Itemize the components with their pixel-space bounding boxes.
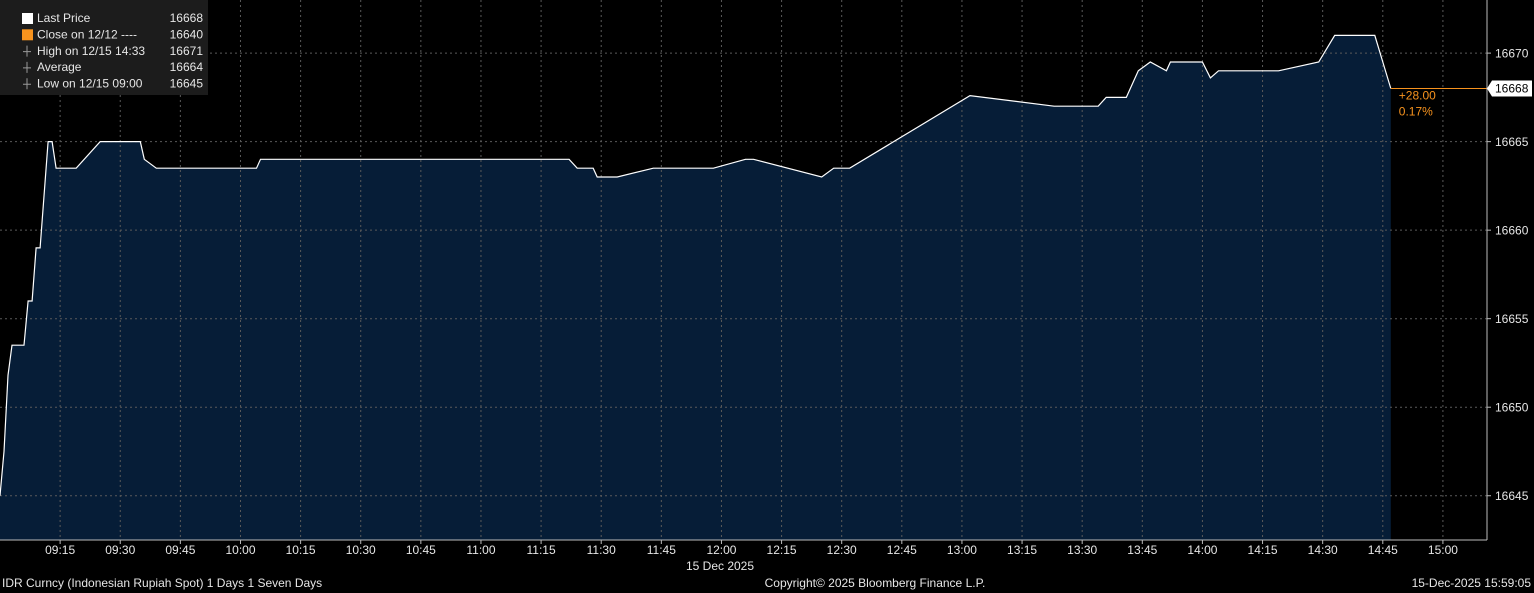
legend-label: Last Price (37, 11, 91, 25)
x-tick-label: 13:15 (1007, 543, 1037, 557)
area-fill (0, 35, 1391, 541)
change-pct-label: 0.17% (1399, 105, 1433, 119)
legend-label: Low on 12/15 09:00 (37, 76, 143, 90)
x-tick-label: 13:00 (947, 543, 977, 557)
x-tick-label: 14:30 (1308, 543, 1338, 557)
legend: Last Price 16668 Close on 12/12 ---- 16640 H… (22, 11, 203, 90)
legend-icon (23, 61, 31, 73)
x-tick-label: 12:00 (706, 543, 736, 557)
legend-box (0, 0, 208, 95)
x-tick-label: 11:15 (527, 543, 556, 557)
x-tick-label: 14:45 (1368, 543, 1398, 557)
y-tick-label: 16645 (1495, 489, 1529, 503)
legend-swatch (22, 13, 33, 24)
x-tick-label: 10:45 (406, 543, 436, 557)
x-tick-label: 14:15 (1248, 543, 1278, 557)
legend-swatch (22, 29, 33, 41)
y-tick-label: 16665 (1495, 135, 1529, 149)
y-tick-label: 16655 (1495, 312, 1529, 326)
x-tick-label: 11:00 (466, 543, 495, 557)
last-price-label: 16668 (1495, 82, 1529, 96)
y-tick-label: 16670 (1495, 46, 1529, 60)
legend-value: 16664 (170, 60, 204, 74)
x-tick-label: 09:45 (165, 543, 195, 557)
x-tick-label: 13:45 (1127, 543, 1157, 557)
x-axis-label: 15 Dec 2025 (686, 559, 754, 573)
legend-value: 16668 (170, 11, 204, 25)
x-tick-label: 09:15 (45, 543, 75, 557)
legend-icon (23, 78, 31, 90)
legend-label: Close on 12/12 ---- (37, 27, 137, 41)
x-tick-label: 10:15 (286, 543, 316, 557)
x-tick-label: 12:45 (887, 543, 917, 557)
legend-value: 16640 (170, 27, 204, 41)
y-tick-label: 16650 (1495, 400, 1529, 414)
footer-left: IDR Curncy (Indonesian Rupiah Spot) 1 Da… (2, 576, 322, 590)
legend-value: 16645 (170, 76, 204, 90)
legend-label: High on 12/15 14:33 (37, 44, 145, 58)
x-tick-label: 09:30 (105, 543, 135, 557)
x-tick-label: 12:15 (767, 543, 797, 557)
x-tick-label: 11:30 (587, 543, 616, 557)
legend-label: Average (37, 60, 82, 74)
footer-right: 15-Dec-2025 15:59:05 (1412, 576, 1532, 590)
x-tick-label: 11:45 (647, 543, 676, 557)
x-tick-label: 13:30 (1067, 543, 1097, 557)
footer-center: Copyright© 2025 Bloomberg Finance L.P. (765, 576, 986, 590)
change-label: +28.00 (1399, 89, 1436, 103)
price-line (0, 34, 1392, 496)
last-price-tag (1487, 80, 1532, 97)
legend-value: 16671 (170, 44, 204, 58)
x-tick-label: 14:00 (1187, 543, 1217, 557)
x-tick-label: 15:00 (1428, 543, 1458, 557)
legend-icon (23, 45, 31, 57)
x-tick-label: 10:30 (346, 543, 376, 557)
plot (0, 0, 1487, 541)
y-tick-label: 16660 (1495, 223, 1529, 237)
x-tick-label: 12:30 (827, 543, 857, 557)
x-tick-label: 10:00 (225, 543, 255, 557)
